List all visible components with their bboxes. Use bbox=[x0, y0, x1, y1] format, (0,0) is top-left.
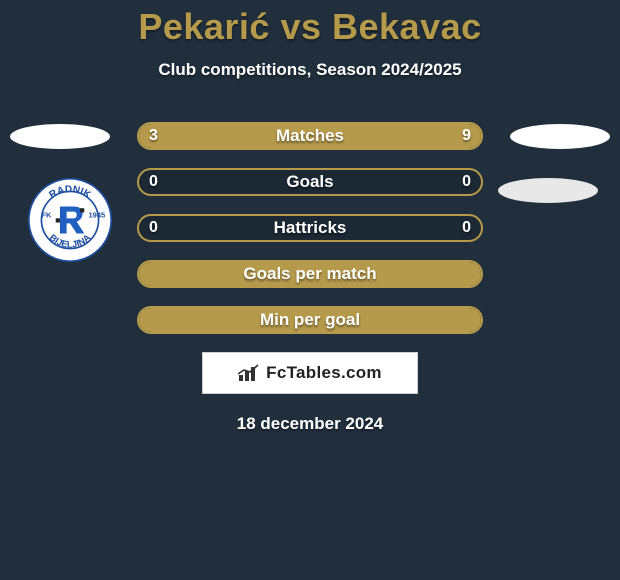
stat-row-goals: 0 Goals 0 bbox=[137, 168, 483, 196]
stat-row-goals-per-match: Goals per match bbox=[137, 260, 483, 288]
stat-value-right: 0 bbox=[462, 216, 471, 240]
bar-chart-icon bbox=[238, 364, 260, 382]
stat-label: Goals bbox=[139, 170, 481, 194]
stat-value-right: 0 bbox=[462, 170, 471, 194]
stats-area: 3 Matches 9 0 Goals 0 0 Hattricks 0 Goal… bbox=[0, 122, 620, 334]
stat-label: Min per goal bbox=[139, 308, 481, 332]
stat-label: Matches bbox=[139, 124, 481, 148]
stat-row-matches: 3 Matches 9 bbox=[137, 122, 483, 150]
stat-row-hattricks: 0 Hattricks 0 bbox=[137, 214, 483, 242]
page-title: Pekarić vs Bekavac bbox=[0, 0, 620, 48]
stat-label: Goals per match bbox=[139, 262, 481, 286]
stat-label: Hattricks bbox=[139, 216, 481, 240]
stat-row-min-per-goal: Min per goal bbox=[137, 306, 483, 334]
brand-badge: FcTables.com bbox=[202, 352, 418, 394]
footer-date: 18 december 2024 bbox=[0, 414, 620, 434]
brand-text: FcTables.com bbox=[266, 363, 382, 383]
page-subtitle: Club competitions, Season 2024/2025 bbox=[0, 60, 620, 80]
stat-value-right: 9 bbox=[462, 124, 471, 148]
